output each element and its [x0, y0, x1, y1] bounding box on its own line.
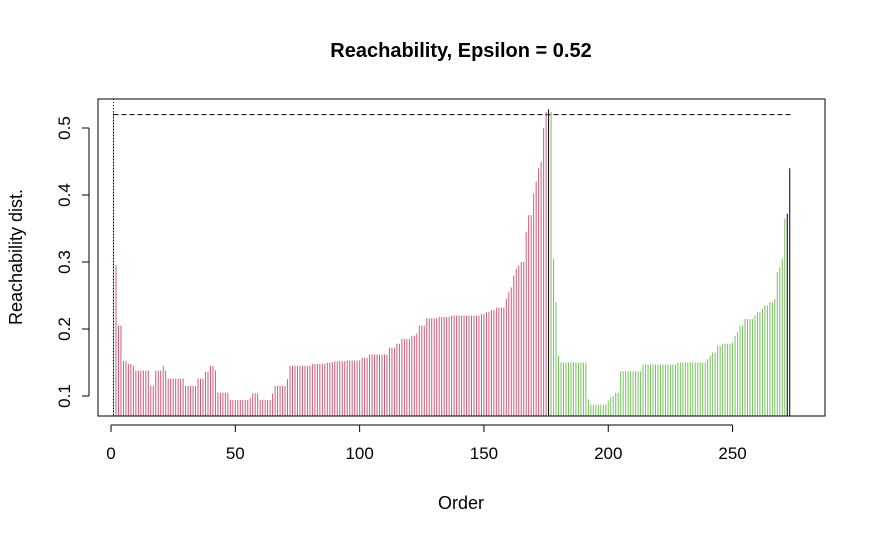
x-tick-label: 50	[226, 444, 245, 463]
x-tick-label: 250	[718, 444, 746, 463]
y-axis: 0.1 0.2 0.3 0.4 0.5	[55, 116, 90, 408]
plot-frame	[97, 98, 826, 417]
chart-title: Reachability, Epsilon = 0.52	[330, 40, 591, 62]
y-tick-label: 0.3	[55, 250, 74, 274]
y-tick-label: 0.4	[55, 183, 74, 207]
x-tick-label: 0	[106, 444, 115, 463]
x-tick-label: 100	[345, 444, 373, 463]
x-tick-label: 200	[594, 444, 622, 463]
y-axis-label: Reachability dist.	[6, 189, 26, 325]
y-tick-label: 0.1	[55, 384, 74, 408]
x-axis: 0 50 100 150 200 250	[106, 424, 747, 463]
y-tick-label: 0.5	[55, 116, 74, 140]
bars-group	[112, 109, 791, 416]
y-tick-label: 0.2	[55, 317, 74, 341]
x-axis-label: Order	[438, 493, 484, 513]
x-tick-label: 150	[470, 444, 498, 463]
